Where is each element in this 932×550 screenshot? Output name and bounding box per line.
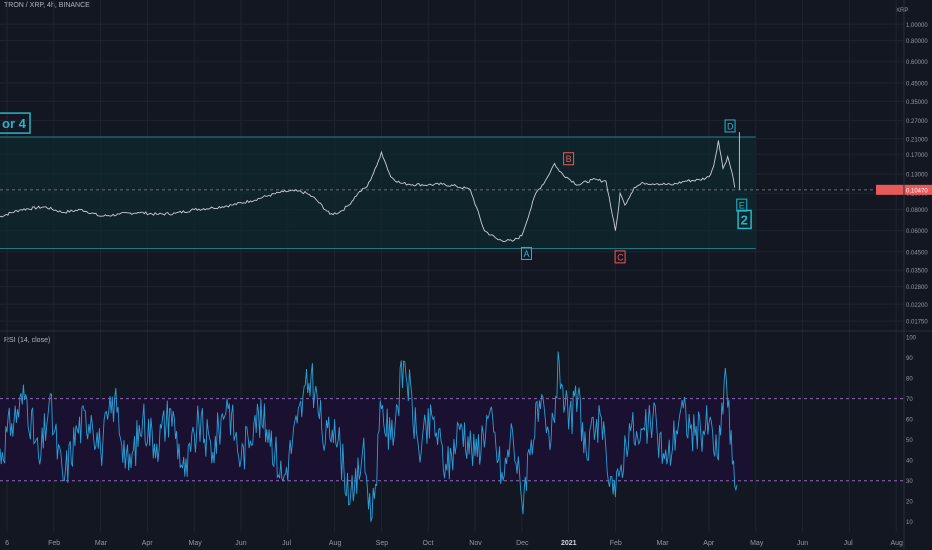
x-tick-label: Aug [891, 540, 904, 547]
x-tick-label: Jul [844, 540, 853, 547]
price-tick-label: 0.35000 [906, 100, 928, 106]
x-tick-label: Nov [469, 540, 482, 547]
price-tick-label: 0.01750 [906, 320, 928, 326]
rsi-tick-label: 60 [906, 418, 913, 424]
rsi-tick-label: 80 [906, 377, 913, 383]
x-tick-label: Apr [142, 540, 154, 547]
x-tick-label: Feb [610, 540, 622, 547]
price-tick-label: 0.02200 [906, 303, 928, 309]
x-tick-label: Jul [282, 540, 291, 547]
rsi-series-line [0, 351, 738, 522]
wave-label-or-4: or 4 [2, 116, 27, 131]
rsi-tick-label: 90 [906, 356, 913, 362]
wave-label-2: 2 [741, 212, 748, 227]
price-axis-unit: XRP [896, 8, 909, 14]
current-price-label: 0.10470 [906, 188, 928, 194]
x-tick-label: Dec [516, 540, 529, 547]
price-tick-label: 0.80000 [906, 39, 928, 45]
current-price-badge [904, 184, 932, 195]
price-tick-label: 0.13000 [906, 172, 928, 178]
x-tick-label: Sep [376, 540, 389, 547]
wave-label-d: D [727, 121, 734, 131]
price-tick-label: 0.02800 [906, 285, 928, 291]
x-tick-label: May [189, 540, 203, 547]
wave-label-box-c [614, 250, 626, 264]
rsi-tick-label: 10 [906, 520, 913, 526]
x-tick-label: Mar [95, 540, 108, 547]
rsi-tick-label: 50 [906, 438, 913, 444]
wave-label-a: A [523, 249, 529, 259]
price-tick-label: 0.03500 [906, 269, 928, 275]
price-tick-label: 0.08000 [906, 208, 928, 214]
x-tick-label: 6 [5, 540, 9, 547]
price-tick-label: 0.45000 [906, 81, 928, 87]
x-tick-label: Oct [423, 540, 434, 547]
wave-label-box-or-4 [0, 112, 31, 134]
x-tick-label: Jun [797, 540, 808, 547]
price-tick-label: 0.04500 [906, 250, 928, 256]
price-series-line [0, 140, 736, 242]
rsi-tick-label: 70 [906, 397, 913, 403]
range-box [0, 137, 756, 249]
x-tick-label: Apr [703, 540, 715, 547]
wave-label-box-2 [737, 209, 752, 230]
rsi-tick-label: 20 [906, 500, 913, 506]
current-price-badge-left [876, 184, 904, 195]
wave-label-c: C [617, 252, 624, 262]
x-tick-label: Aug [329, 540, 342, 547]
price-tick-label: 0.27000 [906, 119, 928, 125]
wave-label-box-b [563, 152, 575, 166]
price-tick-label: 0.21000 [906, 137, 928, 143]
price-tick-label: 0.17000 [906, 153, 928, 159]
x-tick-label: 2021 [561, 540, 577, 547]
wave-label-box-a [520, 246, 532, 260]
wave-label-box-d [724, 119, 736, 133]
wave-label-b: B [566, 154, 572, 164]
rsi-tick-label: 100 [906, 336, 917, 342]
x-tick-label: Mar [657, 540, 670, 547]
rsi-tick-label: 40 [906, 459, 913, 465]
rsi-tick-label: 30 [906, 479, 913, 485]
chart-title: TRON / XRP, 4h, BINANCE [4, 2, 90, 9]
price-tick-label: 0.60000 [906, 60, 928, 66]
price-tick-label: 0.06000 [906, 229, 928, 235]
wave-label-e: E [739, 201, 745, 211]
rsi-panel-label: RSI (14, close) [4, 337, 51, 344]
x-tick-label: Jun [235, 540, 246, 547]
x-tick-label: Feb [48, 540, 60, 547]
price-tick-label: 1.00000 [906, 23, 928, 29]
x-tick-label: May [750, 540, 764, 547]
